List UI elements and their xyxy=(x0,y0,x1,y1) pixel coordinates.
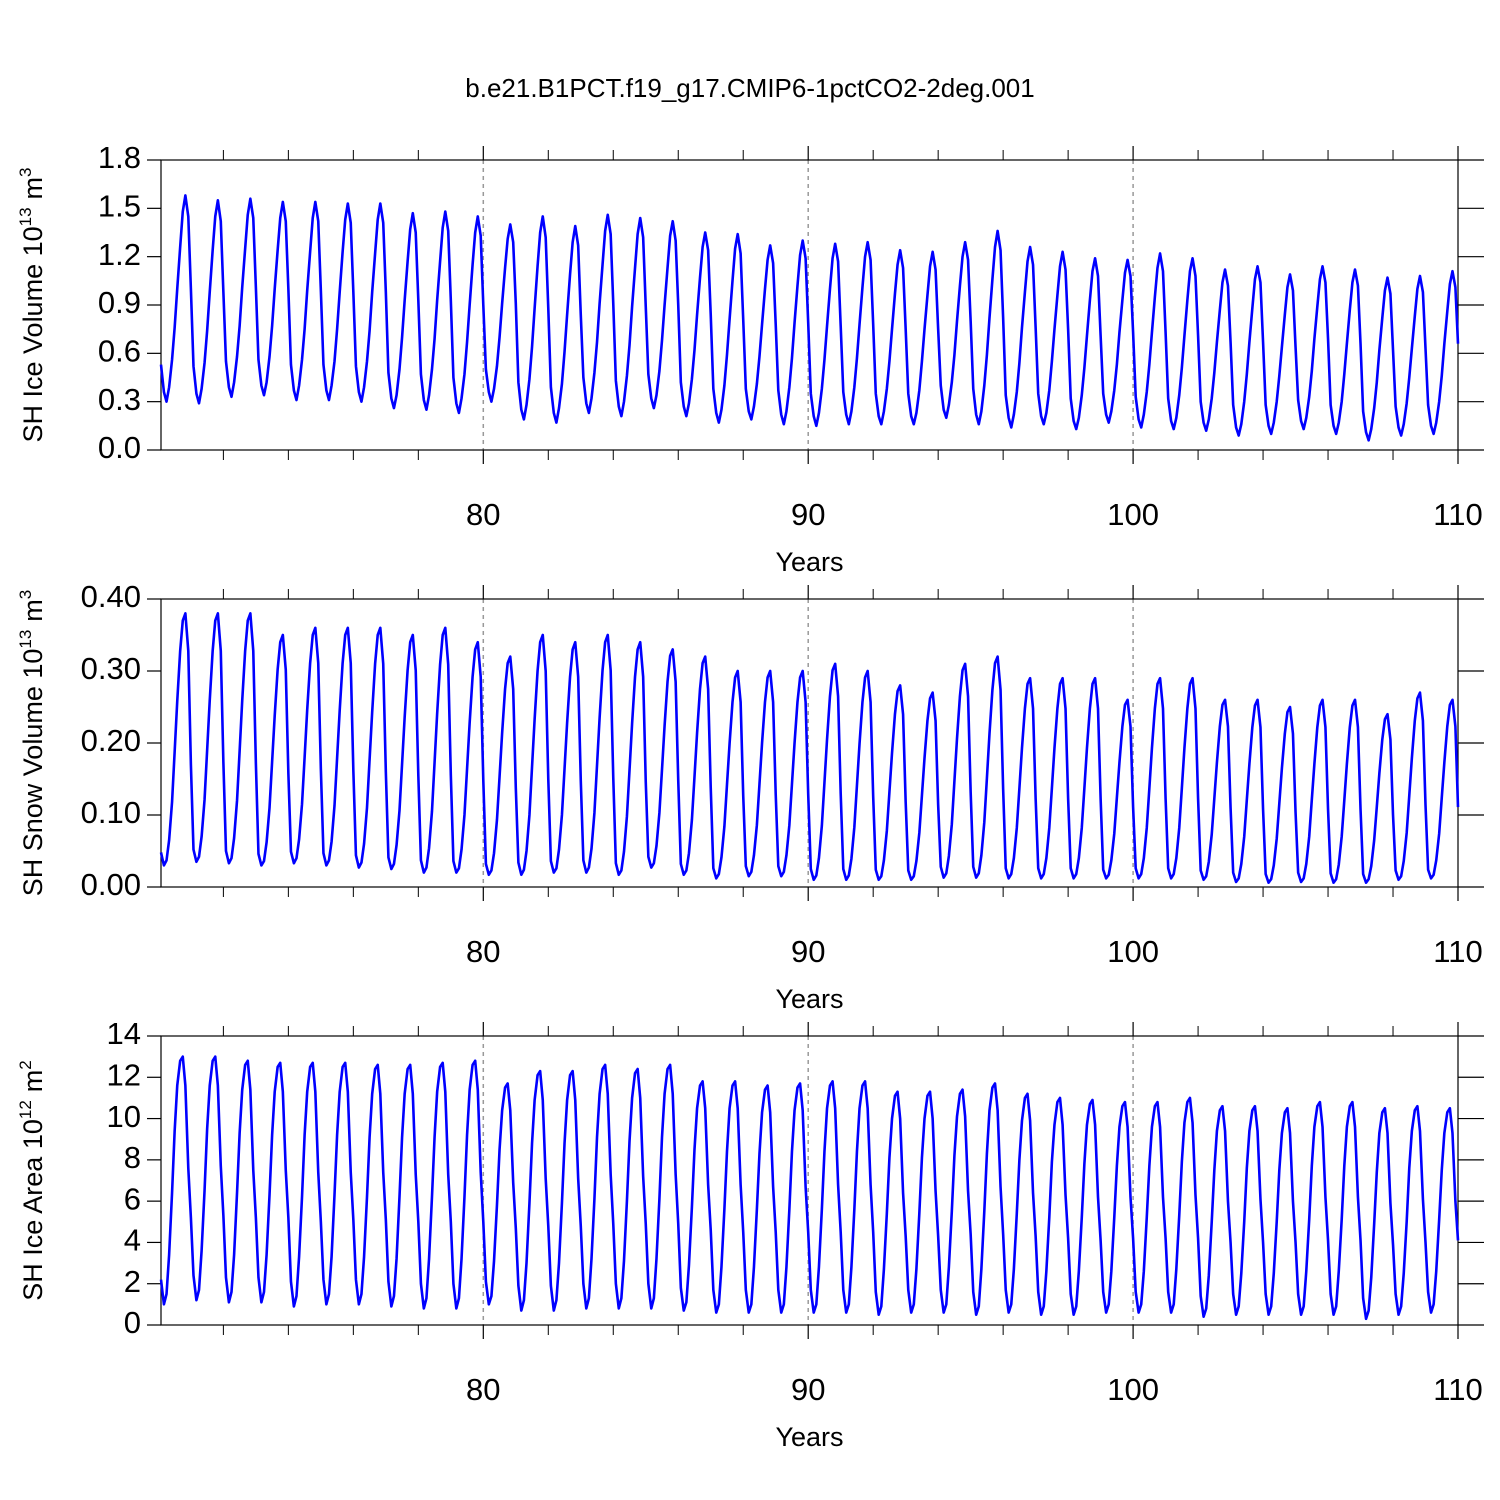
y-label-unit-exponent: 3 xyxy=(16,590,35,599)
x-tick-label: 80 xyxy=(466,497,500,532)
y-tick-label: 0.10 xyxy=(81,795,141,830)
y-tick-label: 2 xyxy=(124,1264,141,1299)
x-tick-label: 80 xyxy=(466,1372,500,1407)
plot-frame xyxy=(160,1035,1459,1326)
y-tick-label: 0.30 xyxy=(81,651,141,686)
y-tick-label: 0.40 xyxy=(81,579,141,614)
y-label-text: SH Snow Volume 10 xyxy=(18,649,48,897)
x-axis-label: Years xyxy=(775,984,843,1014)
x-axis-label: Years xyxy=(775,1422,843,1452)
y-label-unit: m xyxy=(18,599,48,622)
data-line xyxy=(159,194,1460,442)
data-line xyxy=(159,1055,1460,1321)
plot-frame xyxy=(160,159,1459,451)
y-label-unit: m xyxy=(18,1070,48,1093)
y-axis-label: SH Snow Volume 1013 m3 xyxy=(16,590,48,897)
x-tick-label: 90 xyxy=(791,1372,825,1407)
y-axis-label: SH Ice Volume 1013 m3 xyxy=(16,167,48,442)
x-axis-label: Years xyxy=(775,547,843,577)
y-tick-label: 1.8 xyxy=(98,140,141,175)
x-tick-label: 100 xyxy=(1107,934,1159,969)
y-label-unit: m xyxy=(18,177,48,200)
y-tick-label: 4 xyxy=(124,1223,141,1258)
chart-title: b.e21.B1PCT.f19_g17.CMIP6-1pctCO2-2deg.0… xyxy=(465,73,1034,103)
y-tick-label: 12 xyxy=(107,1057,141,1092)
y-tick-label: 1.2 xyxy=(98,237,141,272)
y-tick-label: 0.6 xyxy=(98,334,141,369)
y-tick-label: 0.9 xyxy=(98,285,141,320)
x-tick-label: 110 xyxy=(1433,934,1482,969)
y-label-exponent: 13 xyxy=(16,630,35,649)
y-tick-label: 8 xyxy=(124,1140,141,1175)
y-tick-label: 0.0 xyxy=(98,430,141,465)
y-label-exponent: 12 xyxy=(16,1100,35,1119)
x-tick-label: 110 xyxy=(1433,1372,1482,1407)
x-tick-label: 110 xyxy=(1433,497,1482,532)
x-tick-label: 90 xyxy=(791,497,825,532)
y-tick-label: 0.00 xyxy=(81,867,141,902)
x-tick-label: 100 xyxy=(1107,497,1159,532)
y-tick-label: 1.5 xyxy=(98,189,141,224)
y-label-text: SH Ice Volume 10 xyxy=(18,226,48,442)
y-label-text: SH Ice Area 10 xyxy=(18,1119,48,1301)
plot-frame xyxy=(160,598,1459,888)
y-label-exponent: 13 xyxy=(16,207,35,226)
x-tick-label: 80 xyxy=(466,934,500,969)
y-tick-label: 14 xyxy=(107,1016,141,1051)
y-tick-label: 0 xyxy=(124,1305,141,1340)
y-tick-label: 0.3 xyxy=(98,382,141,417)
y-axis-label: SH Ice Area 1012 m2 xyxy=(16,1060,48,1301)
y-label-unit-exponent: 3 xyxy=(16,167,35,176)
x-tick-label: 100 xyxy=(1107,1372,1159,1407)
y-tick-label: 6 xyxy=(124,1181,141,1216)
x-tick-label: 90 xyxy=(791,934,825,969)
data-line xyxy=(159,612,1460,884)
y-tick-label: 0.20 xyxy=(81,723,141,758)
y-label-unit-exponent: 2 xyxy=(16,1060,35,1069)
y-tick-label: 10 xyxy=(107,1099,141,1134)
